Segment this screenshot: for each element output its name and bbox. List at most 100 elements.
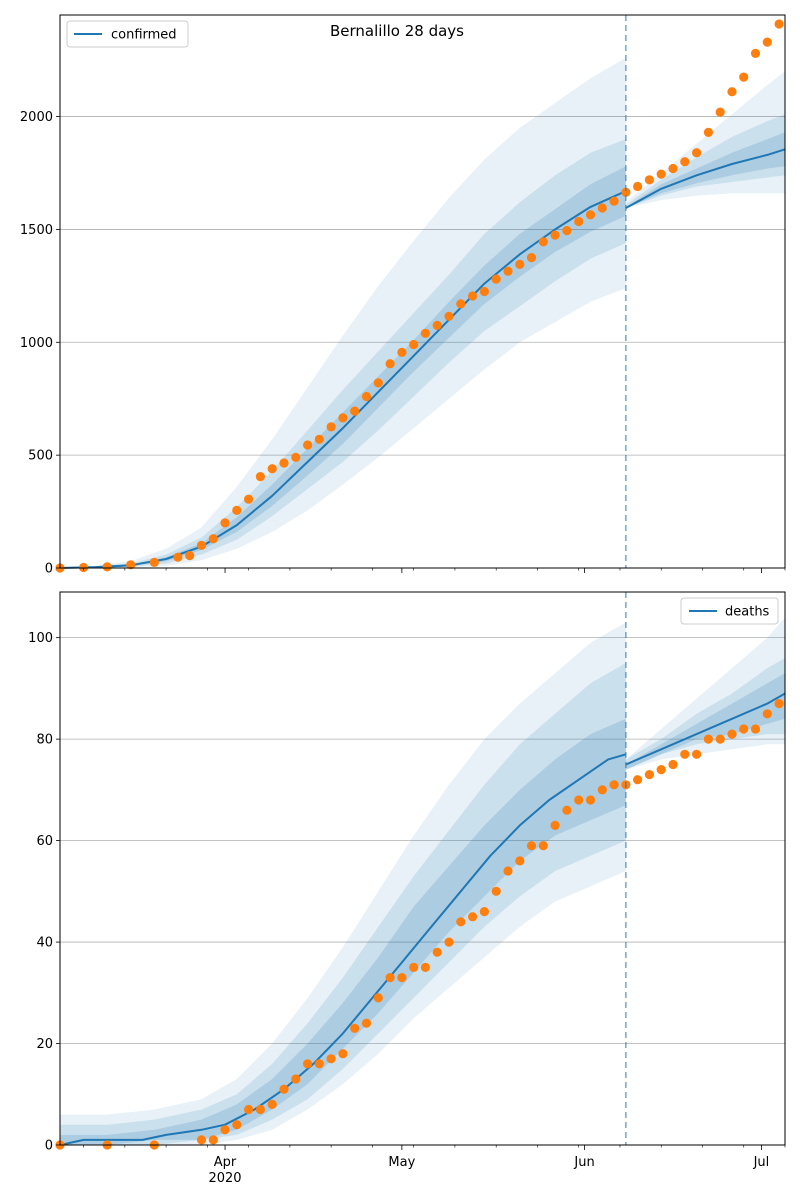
confirmed-observed-point <box>479 286 489 297</box>
confirmed-observed-point <box>185 551 195 561</box>
confirmed-points <box>55 19 784 573</box>
confirmed-observed-point <box>574 216 584 227</box>
deaths-observed-point <box>644 770 655 780</box>
deaths-observed-point <box>503 866 513 876</box>
deaths-observed-point <box>361 1018 372 1028</box>
confirmed-observed-point <box>468 291 478 301</box>
y-tick-label: 1500 <box>20 223 53 238</box>
confirmed-observed-point <box>621 187 631 197</box>
deaths-observed-point <box>562 805 572 815</box>
deaths-lines <box>59 692 786 1146</box>
deaths-observed-point <box>232 1120 242 1130</box>
deaths-observed-point <box>668 759 678 770</box>
deaths-observed-point <box>338 1049 348 1059</box>
deaths-observed-point <box>538 841 548 851</box>
confirmed-observed-point <box>739 72 749 82</box>
deaths-observed-point <box>244 1104 254 1115</box>
x-tick-label: Jun <box>573 1155 594 1170</box>
x-tick-label: Apr <box>214 1155 237 1170</box>
confirmed-observed-point <box>255 472 265 482</box>
deaths-y-ticks: 0 20 40 60 80 100 <box>28 631 60 1154</box>
confirmed-observed-point <box>503 266 513 276</box>
deaths-observed-point <box>420 962 430 973</box>
deaths-observed-point <box>633 775 643 785</box>
y-tick-label: 0 <box>45 562 53 577</box>
deaths-observed-point <box>303 1059 313 1069</box>
confirmed-observed-point <box>774 19 784 29</box>
confirmed-observed-point <box>149 557 159 568</box>
confirmed-observed-point <box>244 494 254 504</box>
y-tick-label: 40 <box>36 936 53 951</box>
deaths-observed-point <box>715 734 725 744</box>
confirmed-axes-frame <box>59 14 786 569</box>
confirmed-observed-point <box>338 413 348 423</box>
x-tick-year-label: 2020 <box>208 1171 241 1186</box>
legend-label-confirmed: confirmed <box>111 28 177 43</box>
legend-box <box>66 20 189 48</box>
confirmed-observed-point <box>196 540 207 551</box>
deaths-observed-point <box>444 937 454 947</box>
confirmed-y-ticks: 0 500 1000 1500 2000 <box>20 110 60 577</box>
confirmed-x-ticks <box>83 568 786 573</box>
deaths-observed-point <box>550 820 560 831</box>
y-tick-label: 80 <box>36 733 53 748</box>
y-tick-label: 1000 <box>20 336 53 351</box>
confirmed-observed-point <box>644 175 655 185</box>
deaths-observed-point <box>739 724 749 734</box>
deaths-observed-point <box>409 962 419 973</box>
confirmed-observed-point <box>550 230 560 240</box>
confirmed-observed-point <box>456 299 466 309</box>
confirmed-observed-point <box>633 181 643 192</box>
confirmed-observed-point <box>291 452 301 462</box>
y-tick-label: 60 <box>36 834 53 849</box>
confirmed-observed-point <box>668 163 678 174</box>
confirmed-observed-point <box>562 226 572 236</box>
deaths-points <box>55 699 784 1150</box>
confirmed-observed-point <box>750 48 761 59</box>
deaths-observed-point <box>762 709 772 719</box>
deaths-historic-band-3 <box>60 718 626 1145</box>
deaths-forecast-line <box>625 692 786 766</box>
confirmed-observed-point <box>491 274 501 284</box>
deaths-deaths-line <box>59 753 627 1146</box>
deaths-observed-point <box>279 1084 289 1094</box>
confirmed-panel: 0 500 1000 1500 2000 Bernalillo 28 days conf… <box>20 14 786 577</box>
confirmed-observed-point <box>762 37 772 47</box>
confirmed-historic-band-1 <box>60 57 626 569</box>
deaths-observed-point <box>373 993 383 1003</box>
confirmed-observed-point <box>267 464 277 474</box>
confirmed-legend: confirmed <box>66 20 189 48</box>
confirmed-observed-point <box>102 562 112 572</box>
deaths-observed-point <box>291 1074 301 1084</box>
deaths-observed-point <box>680 749 690 759</box>
deaths-observed-point <box>692 749 702 759</box>
deaths-observed-point <box>597 785 607 795</box>
deaths-observed-point <box>609 780 619 790</box>
confirmed-observed-point <box>303 440 313 450</box>
confirmed-forecast-line <box>625 148 786 209</box>
deaths-observed-point <box>585 795 596 805</box>
deaths-observed-point <box>774 699 784 709</box>
confirmed-observed-point <box>373 378 383 388</box>
confirmed-observed-point <box>526 253 537 263</box>
deaths-axes-frame <box>59 591 786 1146</box>
deaths-observed-point <box>432 947 442 957</box>
deaths-observed-point <box>350 1023 360 1033</box>
y-tick-label: 2000 <box>20 110 53 125</box>
confirmed-historic-band-2 <box>60 139 626 568</box>
deaths-observed-point <box>574 795 584 805</box>
confirmed-observed-point <box>432 320 442 330</box>
deaths-observed-point <box>208 1135 218 1145</box>
confirmed-observed-point <box>692 148 702 158</box>
chart-title: Bernalillo 28 days <box>330 22 464 40</box>
deaths-legend: deaths <box>680 597 779 625</box>
legend-box <box>680 597 779 625</box>
confirmed-observed-point <box>515 259 525 269</box>
y-tick-label: 100 <box>28 631 53 646</box>
deaths-observed-point <box>727 729 737 739</box>
confirmed-observed-point <box>727 87 737 97</box>
